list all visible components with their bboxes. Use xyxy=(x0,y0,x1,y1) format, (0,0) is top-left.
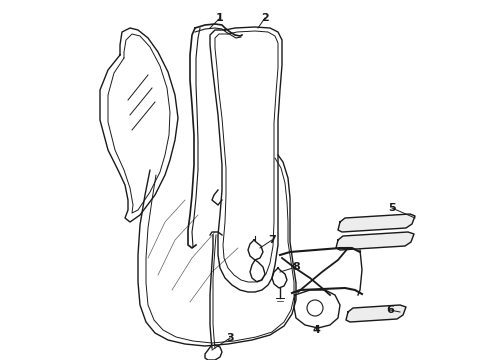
Text: 8: 8 xyxy=(292,262,300,272)
Polygon shape xyxy=(346,305,406,322)
Text: 7: 7 xyxy=(268,235,276,245)
Text: 4: 4 xyxy=(312,325,320,335)
Text: 5: 5 xyxy=(388,203,396,213)
Text: 6: 6 xyxy=(386,305,394,315)
Polygon shape xyxy=(336,232,414,250)
Text: 3: 3 xyxy=(226,333,234,343)
Polygon shape xyxy=(338,214,415,232)
Text: 1: 1 xyxy=(216,13,224,23)
Text: 2: 2 xyxy=(261,13,269,23)
